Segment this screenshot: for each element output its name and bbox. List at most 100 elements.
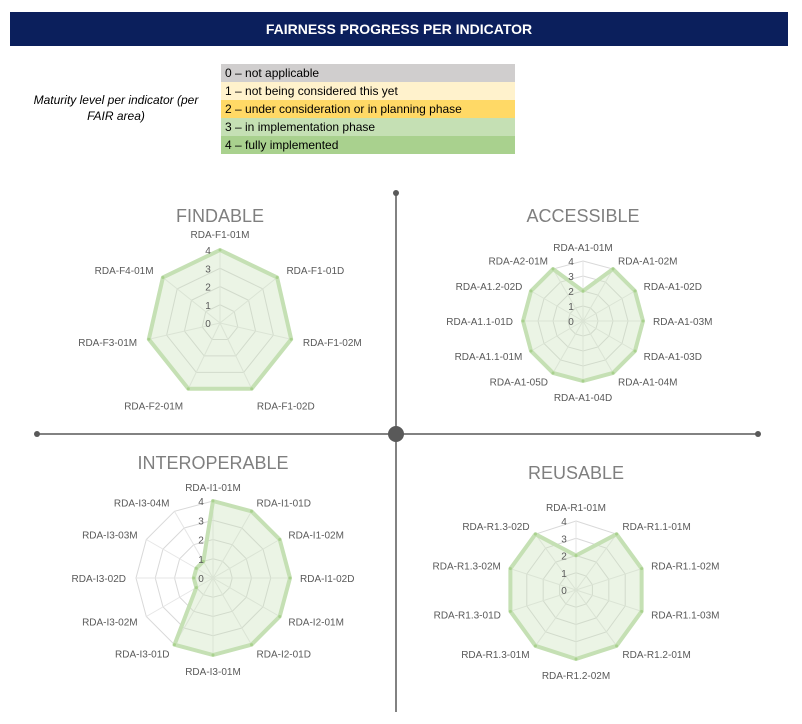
axis-label-rda-i3-01d: RDA-I3-01D (115, 649, 169, 660)
axis-label-rda-i3-03m: RDA-I3-03M (82, 531, 138, 542)
axis-label-rda-i3-04m: RDA-I3-04M (114, 499, 170, 510)
data-point-rda-r1-2-02m (574, 657, 578, 661)
data-point-rda-i2-01m (278, 615, 282, 618)
data-point-rda-r1-3-01m (533, 644, 537, 648)
spoke (219, 322, 253, 389)
radar-chart-accessible: ACCESSIBLE 0 1 2 3 4 RDA-A1-01M RDA-A1-02M RDA-A… (446, 206, 712, 404)
tick-label: 1 (198, 555, 204, 566)
radar-chart-findable: FINDABLE 0 1 2 3 4 RDA-F1-01M RDA-F1-01D RDA-F1-… (78, 206, 362, 413)
axis-label-rda-a1-03m: RDA-A1-03M (653, 317, 712, 328)
spoke (510, 589, 577, 612)
data-point-rda-a1-04d (581, 379, 585, 383)
axis-label-rda-i1-02m: RDA-I1-02M (288, 531, 344, 542)
axis-label-rda-a1-01m: RDA-A1-01M (553, 243, 612, 254)
quadrant-axes (34, 190, 761, 712)
axis-label-rda-a1-03d: RDA-A1-03D (644, 352, 702, 363)
spoke (187, 322, 221, 389)
data-point-rda-r1-3-02d (533, 532, 537, 536)
legend-item-1: 1 – not being considered this yet (221, 82, 515, 100)
axis-label-rda-a2-01m: RDA-A2-01M (489, 256, 548, 267)
data-point-rda-i1-02m (278, 538, 282, 541)
axis-label-rda-i2-01m: RDA-I2-01M (288, 618, 344, 629)
spoke (212, 577, 280, 617)
axis-label-rda-r1-1-02m: RDA-R1.1-02M (651, 562, 719, 573)
tick-label: 2 (198, 536, 204, 547)
tick-label: 2 (568, 287, 574, 298)
axis-label-rda-r1-2-01m: RDA-R1.2-01M (622, 650, 690, 661)
data-point-rda-a1-03d (633, 349, 637, 353)
axis-label-rda-f2-01m: RDA-F2-01M (124, 402, 183, 413)
data-point-rda-f4-01m (161, 275, 165, 279)
axis-label-rda-i2-01d: RDA-I2-01D (257, 649, 311, 660)
radar-chart-interoperable: INTEROPERABLE 0 1 2 3 4 RDA-I1-01M RDA-I1-01D RD… (72, 453, 355, 678)
legend-item-3: 3 – in implementation phase (221, 118, 515, 136)
spoke (146, 577, 214, 617)
axis-label-rda-a1-04d: RDA-A1-04D (554, 393, 612, 404)
data-point-rda-i3-03m (194, 566, 198, 570)
tick-label: 1 (205, 301, 211, 312)
data-point-rda-a1-1-01d (521, 319, 525, 323)
spoke (219, 277, 278, 324)
data-point-rda-f1-01m (218, 248, 222, 252)
tick-label: 2 (205, 283, 211, 294)
data-point-rda-i1-01d (250, 509, 253, 513)
axis-label-rda-i3-02d: RDA-I3-02D (72, 574, 126, 585)
spoke (530, 290, 584, 322)
tick-label: 4 (568, 257, 574, 268)
data-point-rda-i3-02m (194, 586, 198, 590)
data-point-rda-r1-1-03m (640, 609, 644, 613)
axis-label-rda-r1-3-01m: RDA-R1.3-01M (461, 650, 529, 661)
spoke (174, 577, 214, 645)
radar-chart-reusable: REUSABLE 0 1 2 3 4 RDA-R1-01M RDA-R1.1-01M RDA-R… (433, 463, 720, 682)
tick-label: 0 (198, 574, 204, 585)
spoke (212, 511, 252, 579)
data-point-rda-a1-01m (581, 289, 585, 293)
axis-label-rda-i1-01d: RDA-I1-01D (257, 499, 311, 510)
data-point-rda-f1-02d (250, 387, 254, 391)
axis-label-rda-i3-02m: RDA-I3-02M (82, 618, 138, 629)
spoke (219, 322, 292, 340)
spoke (510, 568, 577, 591)
data-point-rda-f1-01d (275, 275, 279, 279)
tick-label: 0 (561, 586, 567, 597)
data-point-rda-r1-1-02m (640, 567, 644, 571)
tick-label: 0 (568, 317, 574, 328)
legend-item-2: 2 – under consideration or in planning p… (221, 100, 515, 118)
data-point-rda-a1-2-02d (529, 289, 533, 293)
grid-ring (166, 267, 274, 373)
spoke (530, 320, 584, 352)
page-title-banner: FAIRNESS PROGRESS PER INDICATOR (10, 12, 788, 46)
data-point-rda-a1-04m (611, 371, 615, 375)
axis-label-rda-f1-02d: RDA-F1-02D (257, 402, 315, 413)
series-area (172, 499, 292, 657)
data-point-rda-r1-3-01d (508, 609, 512, 613)
axis-label-rda-i3-01m: RDA-I3-01M (185, 667, 241, 678)
spoke (535, 533, 577, 591)
spoke (212, 539, 280, 579)
axis-label-rda-i1-01m: RDA-I1-01M (185, 483, 241, 494)
tick-label: 4 (561, 517, 567, 528)
axis-label-rda-i1-02d: RDA-I1-02D (300, 574, 354, 585)
axis-label-rda-r1-3-02m: RDA-R1.3-02M (433, 562, 501, 573)
axis-label-rda-r1-1-01m: RDA-R1.1-01M (622, 522, 690, 533)
chart-title: REUSABLE (528, 463, 624, 483)
divider-left-dot (34, 431, 40, 437)
spoke (575, 533, 617, 591)
data-point-rda-i1-01m (211, 499, 215, 503)
data-point-rda-i3-02d (192, 576, 196, 580)
spoke (212, 577, 252, 645)
divider-center-dot (388, 426, 404, 442)
axis-label-rda-a1-02d: RDA-A1-02D (644, 282, 702, 293)
tick-label: 3 (205, 264, 211, 275)
tick-label: 3 (568, 272, 574, 283)
grid-ring (183, 285, 257, 357)
data-point-rda-i2-01d (250, 643, 253, 647)
tick-label: 4 (205, 246, 211, 257)
axis-label-rda-f1-02m: RDA-F1-02M (303, 338, 362, 349)
axis-label-rda-r1-1-03m: RDA-R1.1-03M (651, 610, 719, 621)
spoke (582, 320, 614, 374)
axis-label-rda-f3-01m: RDA-F3-01M (78, 338, 137, 349)
tick-label: 1 (561, 569, 567, 580)
series-area (146, 248, 294, 391)
spoke (552, 268, 584, 322)
